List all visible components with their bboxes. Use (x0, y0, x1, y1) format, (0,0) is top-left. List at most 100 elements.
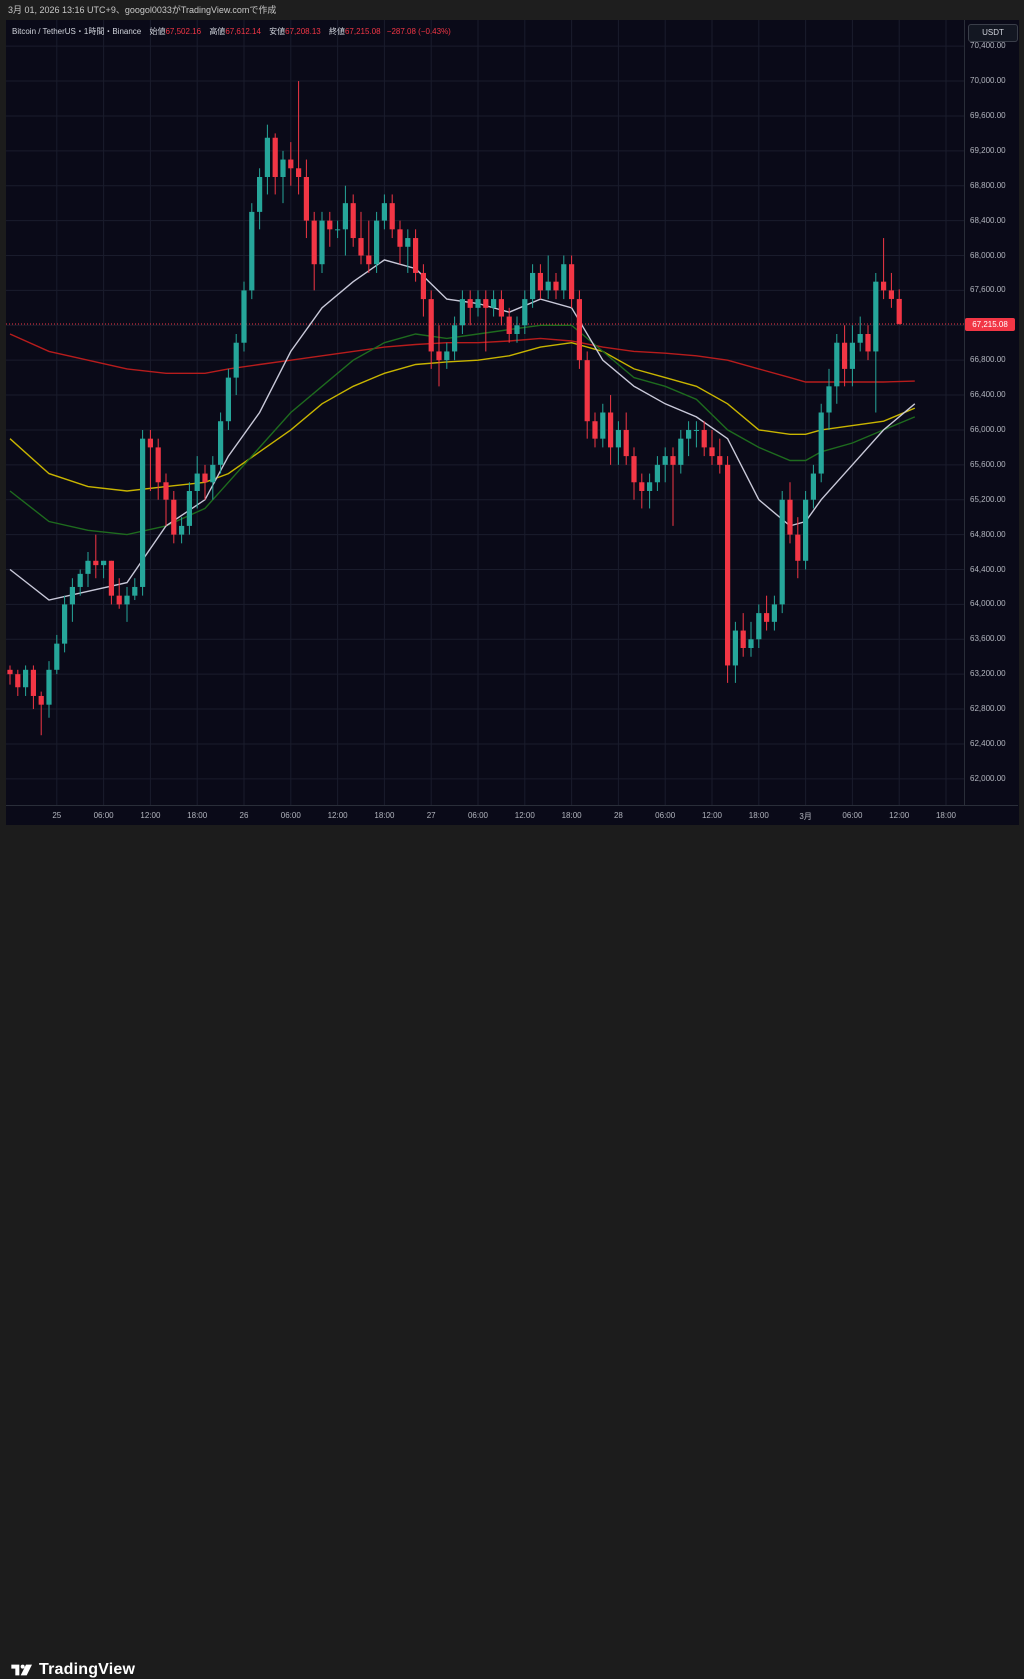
time-tick-label: 12:00 (140, 811, 161, 820)
candle-down (171, 499, 177, 535)
candle-down (623, 429, 629, 457)
candle-up (54, 643, 60, 670)
candle-up (62, 604, 68, 644)
candle-down (108, 560, 114, 596)
price-tick-label: 69,200.00 (970, 145, 1006, 155)
candle-up (857, 334, 863, 343)
candle-up (194, 473, 200, 491)
last-price-label: 67,215.08 (965, 317, 1015, 331)
candle-up (686, 429, 692, 439)
price-tick-label: 70,400.00 (970, 41, 1006, 51)
candle-up (210, 464, 216, 483)
candle-down (787, 499, 793, 535)
candle-down (717, 456, 723, 465)
candle-down (288, 159, 294, 169)
candle-up (186, 491, 192, 526)
candle-down (428, 299, 434, 352)
candle-up (600, 412, 606, 439)
candle-up (452, 325, 458, 352)
candle-up (280, 159, 286, 177)
time-tick-label: 06:00 (467, 811, 489, 820)
candle-up (335, 229, 341, 231)
candle-up (732, 630, 738, 666)
candle-down (272, 137, 278, 177)
time-tick-label: 06:00 (655, 811, 676, 820)
price-tick-label: 67,600.00 (970, 285, 1006, 295)
candle-up (514, 325, 520, 334)
currency-button[interactable]: USDT (968, 24, 1018, 42)
time-tick-label: 25 (52, 811, 62, 820)
candle-up (124, 595, 130, 605)
candle-up (23, 669, 29, 688)
candle-up (779, 499, 785, 605)
candle-up (233, 342, 239, 378)
price-tick-label: 70,000.00 (970, 76, 1006, 86)
candle-down (506, 316, 512, 334)
candle-down (147, 438, 153, 448)
candle-down (155, 447, 161, 483)
time-tick-label: 28 (613, 811, 623, 820)
candle-up (132, 586, 138, 596)
candle-down (15, 674, 21, 688)
candle-down (350, 203, 356, 239)
candle-down (7, 669, 13, 675)
time-tick-label: 12:00 (327, 811, 348, 820)
candle-down (38, 695, 44, 705)
attribution-bar: 3月 01, 2026 13:16 UTC+9、googol0033がTradi… (0, 0, 1024, 20)
price-tick-label: 65,200.00 (970, 494, 1006, 504)
price-tick-label: 63,200.00 (970, 669, 1006, 679)
candle-up (342, 203, 348, 230)
candle-up (748, 639, 754, 648)
candle-down (740, 630, 746, 648)
candle-up (179, 525, 185, 535)
candle-up (654, 464, 660, 483)
candle-down (764, 613, 770, 622)
candle-down (311, 220, 317, 265)
candle-up (826, 386, 832, 413)
candle-up (264, 137, 270, 177)
candle-down (467, 299, 473, 308)
price-tick-label: 62,800.00 (970, 704, 1006, 714)
candle-up (522, 299, 528, 326)
candle-up (849, 342, 855, 369)
tradingview-logo[interactable]: TradingView (10, 1661, 135, 1679)
candle-down (592, 421, 598, 439)
candle-down (670, 456, 676, 465)
change-value: −287.08 (−0.43%) (386, 27, 451, 36)
high-label: 高値 (209, 27, 226, 36)
candle-up (381, 203, 387, 221)
tradingview-logo-icon (11, 1664, 32, 1676)
open-value: 67,502.16 (165, 27, 202, 36)
candle-up (241, 290, 247, 343)
candle-down (116, 595, 122, 605)
candle-down (483, 299, 489, 308)
plot-area[interactable] (6, 20, 964, 825)
close-value: 67,215.08 (344, 27, 381, 36)
candle-up (459, 299, 465, 326)
candle-up (77, 573, 83, 587)
candle-up (249, 211, 255, 291)
candle-down (896, 298, 902, 324)
candle-up (647, 482, 653, 491)
price-tick-label: 64,800.00 (970, 529, 1006, 539)
low-value: 67,208.13 (285, 27, 321, 36)
candle-down (498, 299, 504, 317)
time-axis[interactable] (6, 805, 1018, 825)
candle-down (366, 255, 372, 265)
symbol-legend: Bitcoin / TetherUS・1時間・Binance 始値67,502.… (12, 26, 451, 37)
candle-up (615, 429, 621, 448)
brand-name: TradingView (39, 1661, 136, 1678)
price-tick-label: 68,400.00 (970, 215, 1006, 225)
candle-down (436, 351, 442, 361)
price-axis[interactable] (964, 20, 1019, 825)
candle-down (701, 429, 707, 448)
candle-down (303, 177, 309, 221)
candle-up (834, 342, 840, 387)
candle-down (795, 534, 801, 561)
close-label: 終値 (328, 27, 345, 36)
candle-down (413, 238, 419, 273)
candle-up (756, 613, 762, 640)
candle-up (405, 238, 411, 247)
candle-up (46, 669, 52, 705)
time-tick-label: 18:00 (187, 811, 208, 820)
